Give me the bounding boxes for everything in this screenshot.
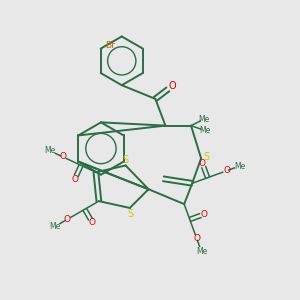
Text: O: O (89, 218, 96, 227)
Text: Me: Me (196, 247, 207, 256)
Text: O: O (201, 210, 208, 219)
Text: Me: Me (234, 161, 245, 170)
Text: O: O (199, 159, 206, 168)
Text: O: O (169, 81, 176, 92)
Text: S: S (203, 152, 209, 162)
Text: Me: Me (44, 146, 56, 155)
Text: Me: Me (50, 222, 61, 231)
Text: O: O (71, 175, 78, 184)
Text: Br: Br (105, 41, 115, 50)
Text: S: S (122, 154, 128, 164)
Text: Me: Me (198, 115, 209, 124)
Text: O: O (223, 166, 230, 175)
Text: Me: Me (200, 127, 211, 136)
Text: S: S (127, 209, 134, 220)
Text: O: O (64, 215, 71, 224)
Text: O: O (193, 234, 200, 243)
Text: O: O (59, 152, 66, 161)
